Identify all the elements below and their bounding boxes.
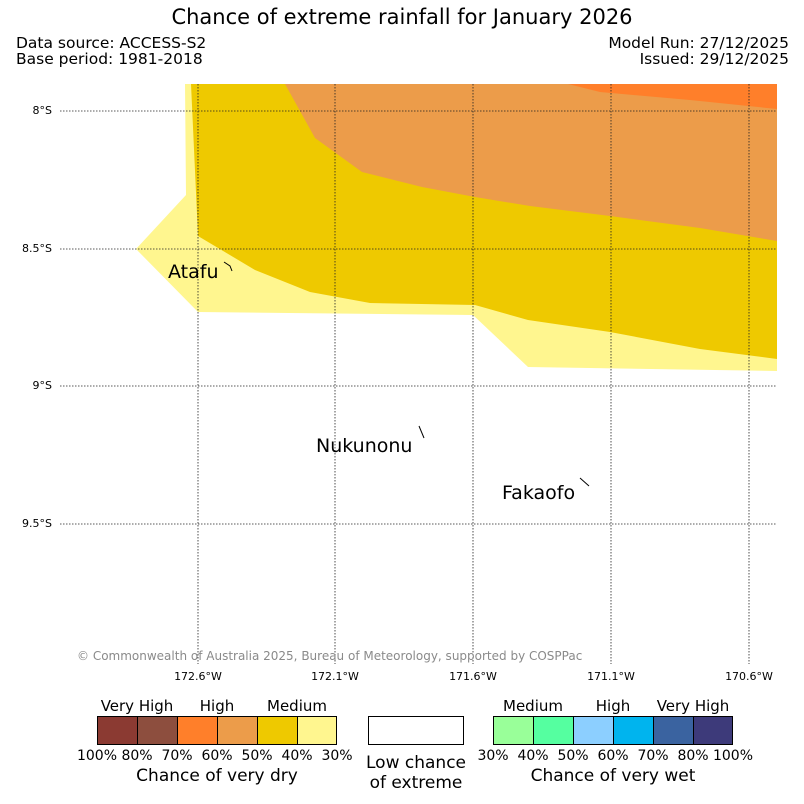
graticule <box>60 84 777 664</box>
wet-tick-40: 40% <box>517 748 549 764</box>
dry-swatch-0 <box>97 716 137 745</box>
wet-heading-very-high: Very High <box>656 697 730 715</box>
dry-swatch-2 <box>177 716 217 745</box>
map-title: Chance of extreme rainfall for January 2… <box>171 5 633 29</box>
dry-swatch-1 <box>137 716 177 745</box>
wet-tick-100: 100% <box>712 748 754 764</box>
wet-heading-medium: Medium <box>503 697 563 715</box>
dry-swatch-5 <box>297 716 337 745</box>
lon-label-172-6w: 172.6°W <box>174 670 222 683</box>
dry-heading-high: High <box>199 697 235 715</box>
wet-tick-80: 80% <box>677 748 709 764</box>
dry-caption: Chance of very dry <box>136 766 298 786</box>
fakaofo-atoll-shape <box>579 477 590 487</box>
place-label-fakaofo: Fakaofo <box>502 482 576 504</box>
dry-heading-medium: Medium <box>267 697 327 715</box>
lon-label-171-6w: 171.6°W <box>449 670 497 683</box>
dry-tick-70: 70% <box>161 748 193 764</box>
low-caption-line2: of extreme <box>369 773 463 793</box>
region-dry-60-70 <box>568 84 777 109</box>
issued-label: Issued: 29/12/2025 <box>639 50 789 68</box>
wet-swatch-0 <box>493 716 533 745</box>
lon-label-172-1w: 172.1°W <box>311 670 359 683</box>
lon-label-171-1w: 171.1°W <box>587 670 635 683</box>
dry-tick-50: 50% <box>241 748 273 764</box>
wet-tick-50: 50% <box>557 748 589 764</box>
lat-label-8s: 8°S <box>32 104 52 117</box>
dry-tick-30: 30% <box>321 748 353 764</box>
wet-caption: Chance of very wet <box>530 766 696 786</box>
wet-tick-60: 60% <box>597 748 629 764</box>
wet-swatch-3 <box>613 716 653 745</box>
wet-heading-high: High <box>595 697 631 715</box>
wet-tick-30: 30% <box>477 748 509 764</box>
dry-tick-100: 100% <box>76 748 118 764</box>
lat-label-8-5s: 8.5°S <box>22 242 52 255</box>
wet-tick-70: 70% <box>637 748 669 764</box>
dry-heading-very-high: Very High <box>100 697 174 715</box>
dry-swatch-3 <box>217 716 257 745</box>
data-source-label: Data source: ACCESS-S2 <box>16 34 207 52</box>
low-caption-line1: Low chance <box>366 753 466 773</box>
wet-swatch-4 <box>653 716 693 745</box>
dry-swatch-4 <box>257 716 297 745</box>
place-label-nukunonu: Nukunonu <box>316 435 413 457</box>
model-run-label: Model Run: 27/12/2025 <box>608 34 789 52</box>
wet-swatch-1 <box>533 716 573 745</box>
atafu-atoll-shape <box>223 261 233 272</box>
low-chance-swatch <box>368 716 464 745</box>
dry-tick-40: 40% <box>281 748 313 764</box>
lon-label-170-6w: 170.6°W <box>725 670 773 683</box>
copyright-notice: © Commonwealth of Australia 2025, Bureau… <box>77 649 583 663</box>
dry-tick-60: 60% <box>201 748 233 764</box>
lat-label-9-5s: 9.5°S <box>22 517 52 530</box>
lat-label-9s: 9°S <box>32 379 52 392</box>
wet-swatch-5 <box>693 716 733 745</box>
wet-swatch-2 <box>573 716 613 745</box>
region-dry-50-60 <box>285 84 777 241</box>
nukunonu-atoll-shape <box>418 425 425 439</box>
place-label-atafu: Atafu <box>168 261 219 283</box>
base-period-label: Base period: 1981-2018 <box>16 50 203 68</box>
dry-tick-80: 80% <box>121 748 153 764</box>
